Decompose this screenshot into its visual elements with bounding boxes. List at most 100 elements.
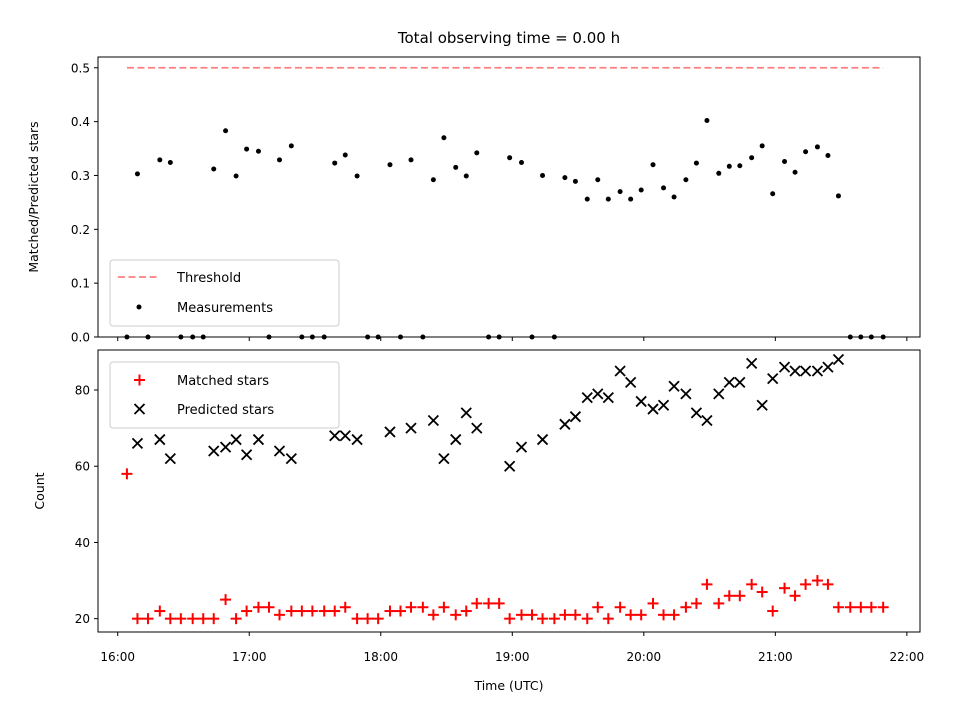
legend-box [109, 259, 340, 327]
predicted-x-b [756, 399, 768, 411]
measurement-point [661, 185, 667, 191]
count-legend: Matched stars Predicted stars [109, 361, 340, 429]
predicted-x-b [154, 433, 166, 446]
predicted-stars-point [559, 418, 571, 430]
matched-stars-point [483, 597, 495, 609]
predicted-x-b [822, 361, 834, 373]
matched-stars-point [175, 613, 187, 625]
measurement-point [792, 169, 798, 175]
matched-stars-point [306, 605, 318, 617]
ratio-y-ticks: 0.0 0.1 0.2 0.3 0.4 0.5 [71, 61, 98, 345]
measurement-point [354, 173, 360, 179]
matched-stars-point [559, 609, 571, 621]
matched-stars-point [756, 586, 768, 598]
matched-stars-point [635, 609, 647, 621]
measurement-point [255, 148, 261, 154]
matched-stars-point [832, 601, 844, 613]
predicted-x-b [625, 376, 637, 389]
ratio-panel: 0.0 0.1 0.2 0.3 0.4 0.5 Matched/Predicted sta… [26, 56, 921, 345]
predicted-stars-point [767, 372, 779, 385]
measurement-point [782, 158, 788, 164]
measurement-point [332, 160, 338, 166]
predicted-stars-point [536, 433, 549, 446]
predicted-stars-point [746, 357, 758, 369]
matched-stars-point [865, 601, 877, 613]
predicted-x-b [471, 422, 483, 434]
predicted-stars-point [230, 433, 242, 446]
matched-stars-point [230, 613, 242, 625]
predicted-stars-point [701, 414, 713, 427]
predicted-stars-point [822, 361, 834, 373]
y-tick-label: 40 [75, 536, 90, 550]
predicted-x-b [515, 441, 528, 453]
predicted-stars-point [592, 388, 604, 400]
predicted-stars-point [339, 430, 351, 442]
matched-stars-point [450, 609, 462, 621]
y-tick-label: 0.4 [71, 115, 90, 129]
chart-title: Total observing time = 0.00 h [397, 29, 620, 47]
x-tick-label: 21:00 [758, 650, 793, 664]
legend-predicted-x-b [133, 403, 146, 415]
predicted-x-b [569, 411, 582, 423]
predicted-x-b [635, 395, 647, 408]
legend-predicted-label: Predicted stars [177, 403, 274, 418]
matched-stars-point [121, 468, 133, 480]
predicted-stars-point [614, 365, 626, 377]
matched-stars-point [668, 609, 680, 621]
measurement-point [134, 171, 140, 177]
measurement-point [749, 155, 755, 161]
matched-stars-point [877, 601, 889, 613]
matched-stars-point [208, 613, 220, 625]
measurement-point [211, 166, 217, 172]
predicted-stars-point [602, 391, 614, 404]
matched-stars-point [746, 578, 758, 590]
predicted-x-b [460, 407, 472, 419]
measurement-point [518, 160, 524, 166]
predicted-stars-point [240, 449, 253, 461]
ratio-x-ticks [117, 337, 908, 341]
measurement-point [288, 143, 294, 149]
x-axis-label: Time (UTC) [473, 678, 543, 693]
measurement-point [835, 193, 841, 199]
matched-stars-point [460, 605, 472, 617]
predicted-x-b [647, 403, 659, 415]
predicted-x-b [811, 365, 824, 377]
matched-stars-point [285, 605, 297, 617]
matched-stars-point [779, 582, 791, 594]
matched-stars-point [713, 597, 725, 609]
measurement-point [453, 164, 459, 170]
predicted-stars-point [799, 365, 812, 377]
measurement-point [223, 128, 229, 134]
predicted-x-b [668, 380, 680, 392]
predicted-x-b [832, 353, 845, 366]
predicted-stars-point [219, 441, 232, 453]
matched-stars-point [197, 613, 209, 625]
predicted-stars-point [460, 407, 472, 419]
matched-stars-point [767, 605, 779, 617]
matched-stars-point [427, 609, 439, 621]
x-tick-label: 16:00 [100, 650, 135, 664]
matched-stars-point [154, 605, 166, 617]
measurement-point [638, 187, 644, 193]
matched-stars-point [690, 597, 702, 609]
predicted-x-b [438, 452, 450, 465]
measurement-point [628, 196, 634, 202]
measurement-point [605, 196, 611, 202]
matched-stars-point [680, 601, 692, 613]
predicted-x-b [723, 376, 735, 389]
matched-stars-point [602, 613, 614, 625]
matched-stars-point [438, 601, 450, 613]
y-tick-label: 0.3 [71, 169, 90, 183]
predicted-x-b [657, 399, 670, 411]
predicted-stars-point [164, 452, 176, 465]
matched-stars-point [164, 613, 176, 625]
measurement-point [387, 162, 393, 168]
matched-stars-point [504, 613, 516, 625]
measurement-point [650, 162, 656, 168]
legend-measurements-label: Measurements [177, 301, 273, 316]
predicted-stars-point [438, 452, 450, 465]
matched-stars-point [844, 601, 856, 613]
legend-matched-label: Matched stars [177, 374, 269, 389]
legend-predicted-swatch [133, 403, 146, 415]
